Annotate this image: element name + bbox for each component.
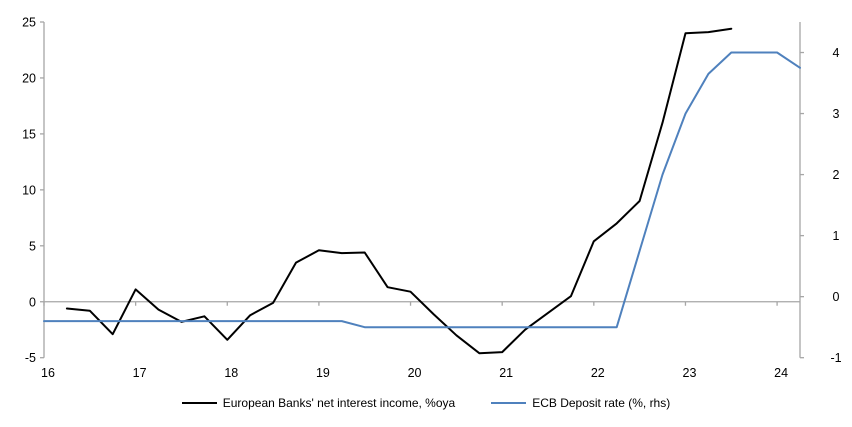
black-line-swatch [181,402,217,404]
left-axis-tick-label: 10 [22,183,36,197]
x-axis-tick-label: 18 [224,366,238,380]
right-axis-tick-label: 1 [833,229,840,243]
left-axis-tick-label: 5 [29,239,36,253]
right-axis-tick-label: 3 [833,107,840,121]
right-axis-tick-label: -1 [830,351,841,365]
legend-item-net-interest-income: European Banks' net interest income, %oy… [181,396,456,410]
x-axis-labels: 16 17 18 19 20 21 22 23 24 [41,366,788,380]
right-axis-tick-label: 4 [833,46,840,60]
left-axis-labels: 25 20 15 10 5 0 -5 [22,16,36,366]
left-axis-tick-label: -5 [25,351,36,365]
x-axis-tick-label: 20 [408,366,422,380]
right-axis-tick-label: 2 [833,168,840,182]
x-axis-tick-label: 24 [774,366,788,380]
legend-item-ecb-deposit-rate: ECB Deposit rate (%, rhs) [491,396,670,410]
x-axis-tick-label: 16 [41,366,55,380]
blue-line-swatch [491,402,527,404]
x-axis-tick-label: 21 [499,366,513,380]
x-axis-tick-label: 19 [316,366,330,380]
left-axis-tick-label: 20 [22,71,36,85]
left-axis-tick-label: 0 [29,295,36,309]
net-interest-income-line [65,27,733,355]
chart-legend: European Banks' net interest income, %oy… [0,396,852,410]
x-axis-tick-label: 17 [133,366,147,380]
right-axis-tick-label: 0 [833,290,840,304]
right-axis-labels: 4 3 2 1 0 -1 [830,46,841,365]
legend-label: European Banks' net interest income, %oy… [222,396,456,410]
ecb-deposit-rate-line [43,51,801,329]
x-axis-tick-label: 23 [683,366,697,380]
left-axis-tick-label: 15 [22,127,36,141]
x-axis-tick-label: 22 [591,366,605,380]
left-axis-tick-label: 25 [22,16,36,30]
legend-label: ECB Deposit rate (%, rhs) [532,396,671,410]
